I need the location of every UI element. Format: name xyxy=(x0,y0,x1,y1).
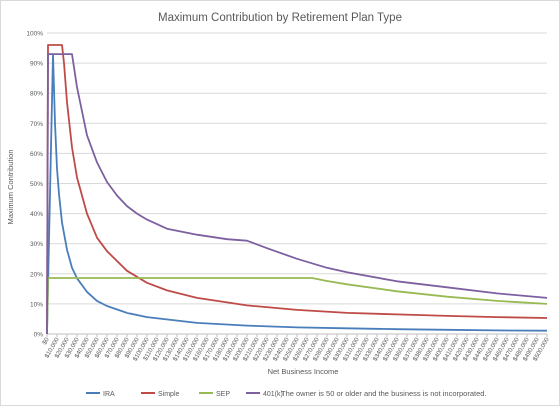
legend-label: 401(k) xyxy=(263,391,283,398)
legend-item: IRA xyxy=(86,391,115,398)
x-axis-ticks: $0$10,000$20,000$30,000$40,000$50,000$60… xyxy=(41,334,551,362)
series-line xyxy=(46,53,548,335)
legend-item: 401(k) xyxy=(246,391,283,398)
x-axis-label: Net Business Income xyxy=(268,367,339,376)
y-tick-label: 70% xyxy=(30,121,43,128)
y-tick-label: 50% xyxy=(30,181,43,188)
legend-item: SEP xyxy=(199,391,230,398)
y-axis-ticks: 0% 10% 20% 30% 40% 50% 60% 70% 80% 90% 100% xyxy=(26,31,43,339)
legend-label: IRA xyxy=(103,391,115,398)
y-tick-label: 30% xyxy=(30,241,43,248)
y-tick-label: 0% xyxy=(34,332,44,339)
y-tick-label: 40% xyxy=(30,211,43,218)
gridlines xyxy=(47,32,547,335)
legend-item: Simple xyxy=(141,391,180,398)
series-line xyxy=(46,277,548,335)
chart-note: The owner is 50 or older and the busines… xyxy=(281,389,487,398)
y-tick-label: 90% xyxy=(30,61,43,68)
legend-label: SEP xyxy=(216,391,230,398)
legend: IRA Simple SEP 401(k) xyxy=(86,391,283,398)
y-axis-label: Maximum Contribution xyxy=(6,149,15,224)
y-tick-label: 20% xyxy=(30,271,43,278)
series-line xyxy=(46,53,548,335)
y-tick-label: 100% xyxy=(26,31,43,38)
chart-title: Maximum Contribution by Retirement Plan … xyxy=(158,12,402,24)
y-tick-label: 10% xyxy=(30,301,43,308)
x-tick-label: $0 xyxy=(41,336,51,346)
legend-label: Simple xyxy=(158,391,180,398)
series-lines xyxy=(46,44,548,335)
y-tick-label: 80% xyxy=(30,91,43,98)
y-tick-label: 60% xyxy=(30,151,43,158)
